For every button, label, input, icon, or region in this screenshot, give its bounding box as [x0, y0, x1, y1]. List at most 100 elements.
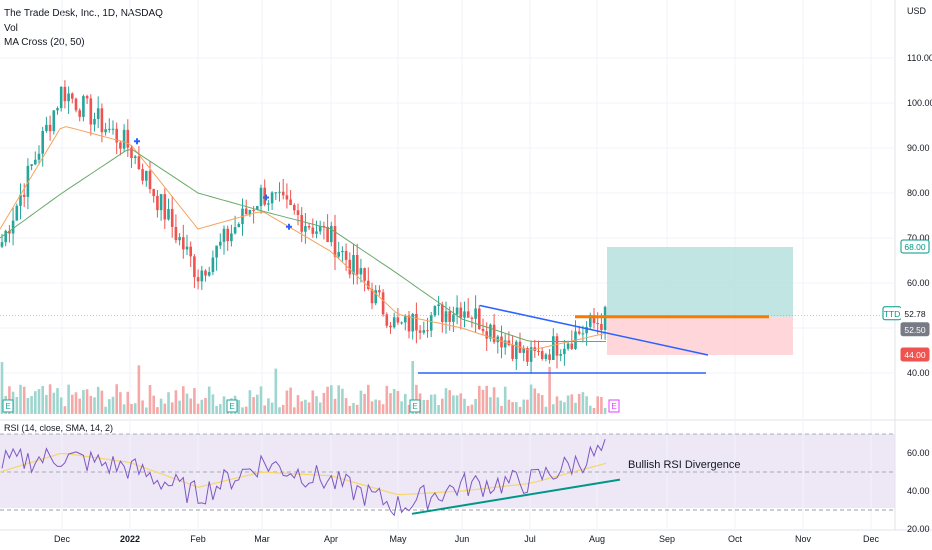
volume-bar: [511, 402, 514, 414]
volume-bar: [222, 396, 226, 414]
candle-body: [418, 330, 422, 333]
volume-bar: [577, 393, 581, 414]
volume-bar: [219, 404, 222, 414]
candle-body: [570, 343, 574, 349]
time-tick-label: Nov: [795, 534, 812, 544]
candle-body: [141, 169, 144, 181]
candle-body: [256, 206, 259, 211]
candle-body: [4, 230, 7, 243]
candle-body: [581, 333, 585, 335]
candle-body: [78, 110, 81, 117]
candle-body: [248, 209, 252, 215]
symbol-title[interactable]: The Trade Desk, Inc., 1D, NASDAQ: [4, 8, 163, 19]
candle-body: [45, 124, 48, 131]
price-label-stop: 44.00: [904, 350, 926, 360]
volume-bar: [341, 388, 344, 414]
volume-bar: [263, 405, 266, 414]
volume-bar: [392, 389, 396, 414]
candle-body: [548, 354, 551, 360]
candle-body: [48, 124, 52, 132]
candle-body: [130, 147, 133, 158]
candle-body: [67, 93, 70, 102]
candle-body: [352, 254, 355, 275]
candle-body: [304, 226, 307, 232]
volume-bar: [56, 388, 59, 414]
volume-bar: [45, 394, 48, 414]
time-tick-label: Feb: [190, 534, 206, 544]
candle-body: [444, 311, 448, 322]
volume-bar: [448, 390, 451, 414]
volume-bar: [167, 392, 170, 414]
candle-body: [289, 199, 292, 205]
volume-bar: [370, 401, 374, 414]
candle-body: [108, 128, 111, 130]
volume-bar: [411, 360, 414, 414]
candle-body: [178, 237, 181, 241]
volume-bar: [237, 400, 241, 414]
divergence-annotation[interactable]: Bullish RSI Divergence: [628, 459, 741, 471]
volume-bar: [570, 394, 574, 414]
volume-bar: [71, 394, 74, 414]
volume-bar: [500, 405, 503, 414]
candle-body: [74, 98, 78, 111]
volume-bar: [285, 390, 289, 414]
candle-body: [344, 250, 348, 260]
volume-bar: [404, 393, 407, 414]
volume-bar: [485, 385, 488, 414]
candle-body: [222, 228, 226, 242]
candle-body: [104, 129, 107, 133]
candle-body: [274, 192, 278, 194]
candle-body: [211, 257, 215, 273]
candle-body: [555, 336, 559, 356]
candle-body: [396, 317, 400, 323]
candle-body: [159, 194, 163, 211]
volume-bar: [174, 390, 178, 414]
volume-bar: [15, 396, 19, 414]
candle-body: [237, 224, 241, 228]
rsi-panel-label[interactable]: RSI (14, close, SMA, 14, 2): [4, 423, 113, 433]
volume-bar: [256, 394, 259, 414]
candle-body: [407, 315, 411, 332]
volume-bar: [170, 402, 174, 414]
candle-body: [355, 254, 359, 275]
price-label-box: [900, 239, 930, 254]
volume-bar: [248, 390, 252, 414]
price-label-last: 52.78: [904, 309, 926, 319]
volume-bars: [0, 360, 607, 414]
rsi-tick-label: 40.00: [907, 486, 930, 496]
volume-bar: [307, 402, 311, 414]
volume-bar: [429, 394, 433, 414]
rsi-lines: [0, 433, 895, 517]
candle-body: [226, 228, 229, 242]
volume-bar: [74, 392, 78, 414]
ma-cross-indicator-label[interactable]: MA Cross (20, 50): [4, 37, 85, 48]
candle-body: [167, 208, 170, 220]
volume-bar: [100, 390, 104, 414]
volume-bar: [529, 384, 533, 414]
volume-bar: [89, 395, 93, 414]
time-tick-label: Oct: [728, 534, 743, 544]
candle-body: [300, 215, 303, 232]
volume-bar: [441, 398, 444, 414]
volume-bar: [244, 406, 248, 414]
candle-body: [59, 86, 63, 109]
ma50-line: [0, 148, 606, 342]
candle-body: [441, 304, 444, 322]
candle-body: [126, 129, 130, 148]
volume-indicator-label[interactable]: Vol: [4, 23, 18, 34]
candle-body: [85, 96, 89, 99]
volume-bar: [34, 391, 37, 414]
drawings[interactable]: [0, 304, 895, 374]
volume-bar: [330, 385, 333, 414]
volume-bar: [52, 392, 56, 414]
candle-body: [566, 343, 570, 349]
candle-body: [563, 348, 566, 355]
candle-body: [315, 231, 318, 234]
volume-bar: [481, 389, 485, 414]
candle-body: [455, 307, 459, 315]
volume-bar: [267, 398, 270, 414]
volume-bar: [337, 385, 340, 414]
candle-body: [392, 317, 396, 328]
volume-bar: [241, 407, 244, 414]
